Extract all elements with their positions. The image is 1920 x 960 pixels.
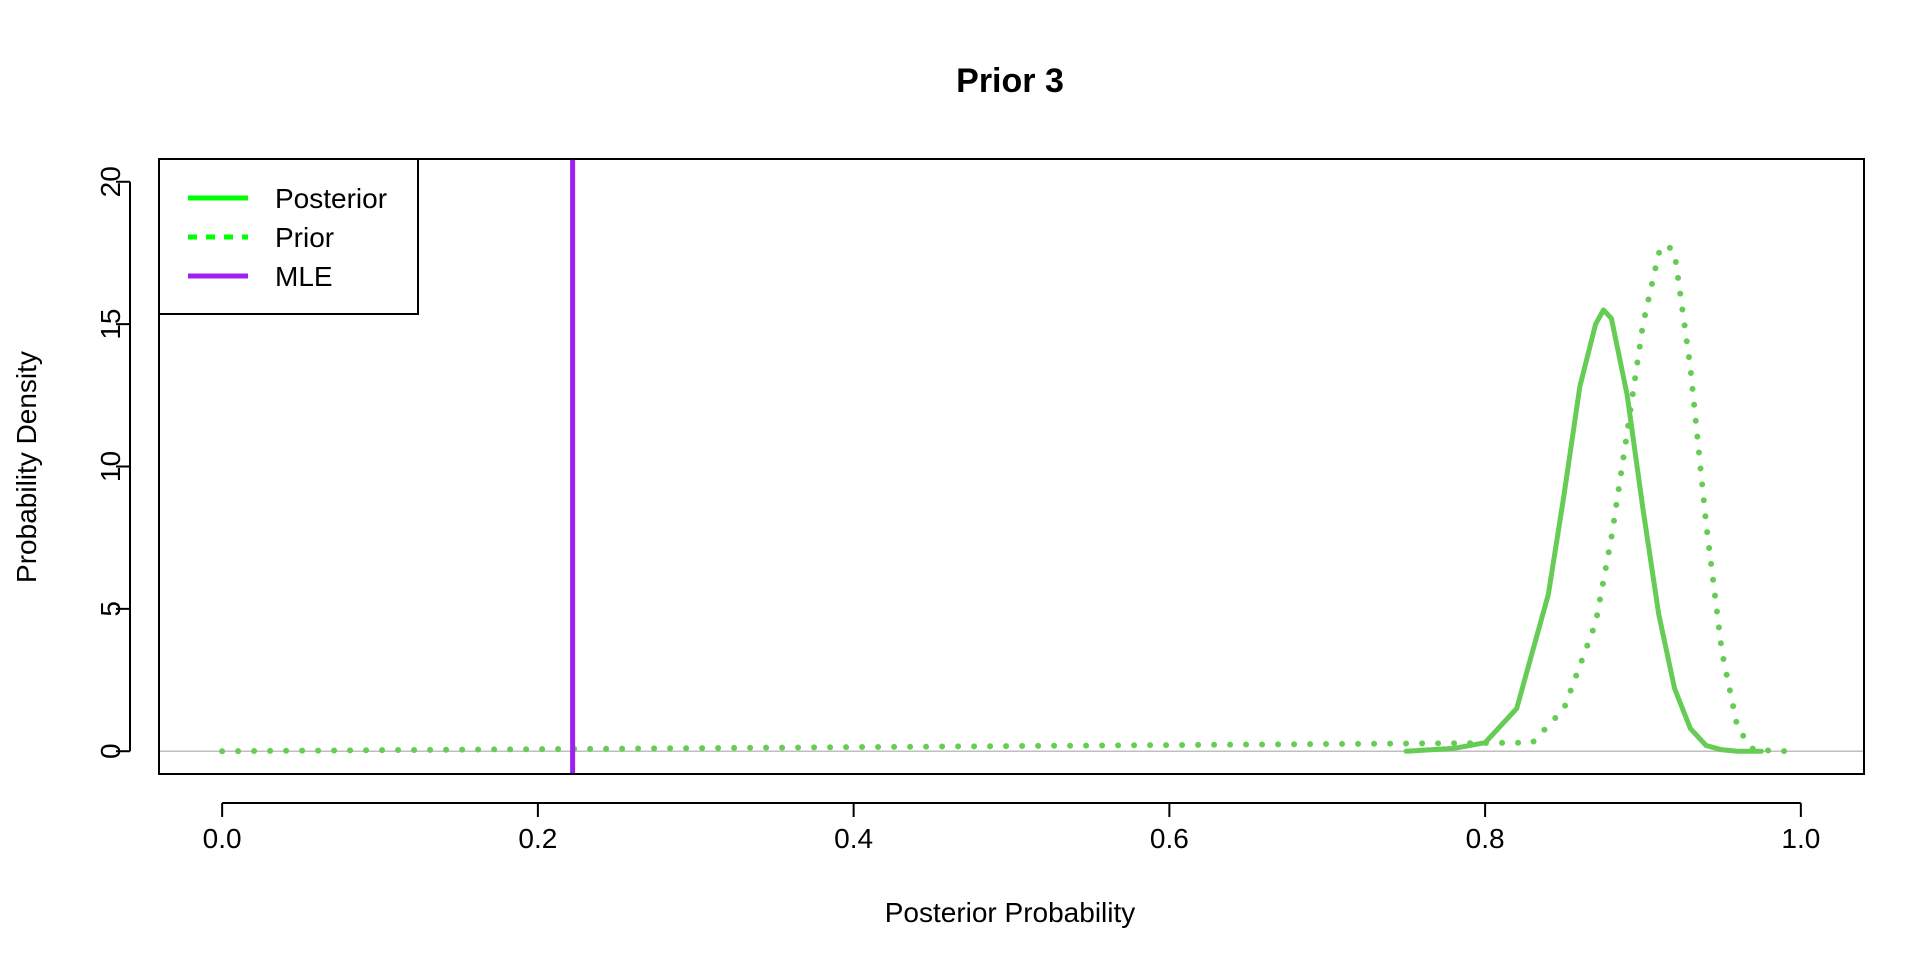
legend-label-posterior: Posterior [275, 183, 387, 214]
y-tick-label: 15 [95, 309, 126, 340]
series-line-posterior [1403, 307, 1764, 754]
y-tick-label: 10 [95, 451, 126, 482]
legend-label-mle: MLE [275, 261, 333, 292]
x-tick-label: 1.0 [1781, 823, 1820, 854]
y-tick-label: 20 [95, 166, 126, 197]
x-tick-label: 0.6 [1150, 823, 1189, 854]
x-tick-label: 0.0 [203, 823, 242, 854]
x-tick-label: 0.2 [518, 823, 557, 854]
legend-box [158, 158, 419, 315]
plot-area: 0.0 0.2 0.4 0.6 0.8 1.0 0 5 10 15 20 Posterior Prior… [95, 158, 1865, 854]
y-tick-label: 5 [95, 601, 126, 617]
legend: Posterior Prior MLE [158, 158, 419, 315]
series-line-prior [219, 241, 1789, 755]
x-axis-label: Posterior Probability [885, 897, 1136, 928]
legend-label-prior: Prior [275, 222, 334, 253]
chart-title: Prior 3 [956, 62, 1064, 100]
x-tick-label: 0.8 [1466, 823, 1505, 854]
plot-frame [158, 158, 1865, 775]
x-tick-label: 0.4 [834, 823, 873, 854]
y-axis-label: Probability Density [11, 351, 42, 583]
y-tick-label: 0 [95, 743, 126, 759]
